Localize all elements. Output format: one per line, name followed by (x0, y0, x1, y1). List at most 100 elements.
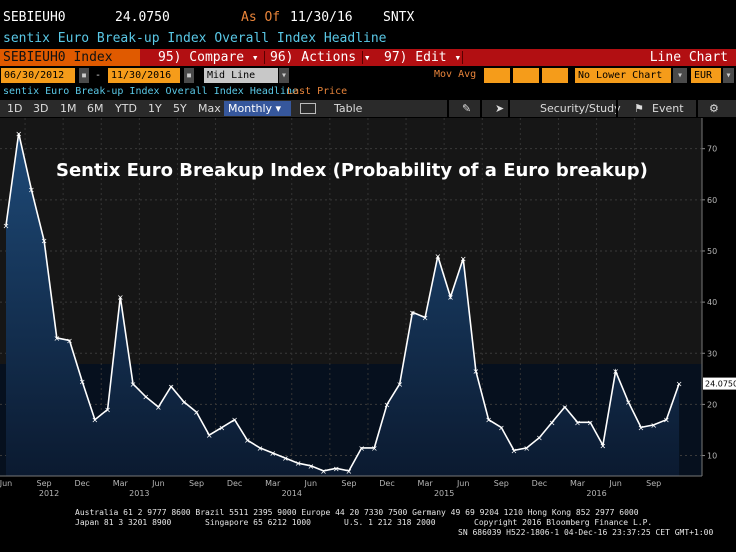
flag-icon[interactable]: ⚑ (634, 102, 644, 115)
x-month-label: Sep (37, 479, 52, 488)
period-toolbar: 1D 3D 1M 6M YTD 1Y 5Y Max Monthly ▾ Tabl… (0, 100, 736, 117)
x-axis: Jun Sep Dec Mar Jun Sep Dec Mar Jun Sep Dec Mar Jun S… (0, 475, 702, 498)
x-month-label: Sep (189, 479, 204, 488)
footer-copyright: Copyright 2016 Bloomberg Finance L.P. (474, 518, 653, 527)
range-dash: - (95, 70, 102, 81)
period-1y[interactable]: 1Y (148, 102, 162, 115)
data-point: × (142, 393, 149, 402)
price-chart[interactable]: × × × × × × × × × × × × × × × × × × × × × × × × × × × × × × × × × × × × × × × ×… (0, 118, 736, 504)
x-month-label: Jun (456, 479, 470, 488)
divider (696, 100, 698, 117)
data-point: × (396, 380, 403, 389)
data-point: × (104, 406, 111, 415)
description-bar: sentix Euro Break-up Index Overall Index… (0, 30, 736, 48)
table-button[interactable]: Table (334, 102, 363, 115)
data-point: × (257, 444, 264, 453)
chevron-down-icon[interactable]: ▾ (673, 68, 687, 83)
gear-icon[interactable]: ⚙ (709, 102, 719, 115)
security-study-button[interactable]: Security/Study (540, 102, 621, 115)
data-point: × (473, 367, 480, 376)
footer-us: U.S. 1 212 318 2000 (344, 518, 436, 527)
chart-type-label[interactable]: Line Chart (649, 50, 728, 65)
data-point: × (536, 434, 543, 443)
period-6m[interactable]: 6M (87, 102, 104, 115)
x-month-label: Mar (570, 479, 586, 488)
event-button[interactable]: Event (652, 102, 684, 115)
mov-avg-input-2[interactable] (513, 68, 539, 83)
edit-button[interactable]: 97) Edit ▾ (384, 50, 462, 65)
footer-singapore: Singapore 65 6212 1000 (205, 518, 311, 527)
chevron-down-icon[interactable]: ▾ (723, 68, 734, 83)
period-1m[interactable]: 1M (60, 102, 77, 115)
dropdown-arrow-icon: ▾ (454, 51, 462, 64)
lower-chart-select[interactable]: No Lower Chart (575, 68, 671, 83)
data-point: × (3, 221, 10, 230)
data-point: × (409, 308, 416, 317)
footer-contacts: Australia 61 2 9777 8600 Brazil 5511 239… (75, 508, 639, 517)
data-point: × (28, 186, 35, 195)
divider (462, 51, 463, 64)
header-bar: SEBIEUH0 24.0750 As Of 11/30/16 SNTX (0, 0, 736, 30)
period-1d[interactable]: 1D (7, 102, 23, 115)
x-year-label: 2012 (39, 489, 59, 498)
data-point: × (523, 444, 530, 453)
mov-avg-label: Mov Avg (434, 69, 477, 80)
line-chart-icon[interactable] (300, 103, 316, 114)
mov-avg-input-1[interactable] (484, 68, 510, 83)
pencil-icon[interactable]: ✎ (462, 102, 472, 115)
footer-japan: Japan 81 3 3201 8900 (75, 518, 172, 527)
data-point: × (587, 418, 594, 427)
compare-button[interactable]: 95) Compare ▾ (158, 50, 259, 65)
data-point: × (53, 334, 60, 343)
command-bar: SEBIEUH0 Index 95) Compare ▾ 96) Actions… (0, 49, 736, 66)
data-point: × (295, 459, 302, 468)
pointer-icon[interactable]: ➤ (495, 102, 505, 115)
actions-button[interactable]: 96) Actions ▾ (270, 50, 371, 65)
x-month-label: Sep (494, 479, 509, 488)
line-mode-select[interactable]: Mid Line (204, 68, 278, 83)
mov-avg-input-3[interactable] (542, 68, 568, 83)
data-point: × (650, 421, 657, 430)
data-point: × (180, 398, 187, 407)
x-month-label: Sep (646, 479, 661, 488)
y-tick-label: 50 (707, 247, 717, 256)
x-month-label: Mar (113, 479, 129, 488)
data-point: × (168, 383, 175, 392)
data-point: × (320, 467, 327, 476)
security-description: sentix Euro Break-up Index Overall Index… (3, 31, 387, 46)
calendar-icon[interactable]: ▪ (184, 68, 194, 83)
currency-select[interactable]: EUR (691, 68, 721, 83)
period-ytd[interactable]: YTD (115, 102, 137, 115)
x-month-label: Jun (304, 479, 318, 488)
last-value-label: 24.0750 (705, 380, 736, 389)
x-month-label: Dec (227, 479, 242, 488)
y-axis: 10 20 30 40 50 60 70 24.0750 (701, 118, 736, 476)
data-point: × (206, 431, 213, 440)
data-point: × (676, 380, 683, 389)
y-tick-label: 40 (707, 298, 717, 307)
data-point: × (219, 423, 226, 432)
chart-title: Sentix Euro Breakup Index (Probability o… (56, 160, 648, 181)
data-point: × (549, 418, 556, 427)
security-field[interactable]: SEBIEUH0 Index (0, 49, 140, 66)
data-point: × (231, 416, 238, 425)
period-3d[interactable]: 3D (33, 102, 49, 115)
data-point: × (384, 400, 391, 409)
chart-svg: × × × × × × × × × × × × × × × × × × × × × × × × × × × × × × × × × × × × × × × ×… (0, 118, 736, 498)
period-5y[interactable]: 5Y (173, 102, 187, 115)
period-max[interactable]: Max (198, 102, 221, 115)
data-point: × (638, 423, 645, 432)
data-point: × (79, 377, 86, 386)
dropdown-arrow-icon: ▾ (251, 51, 259, 64)
date-range-bar: 06/30/2012 ▪ - 11/30/2016 ▪ Mid Line ▾ M… (0, 67, 736, 84)
data-point: × (574, 418, 581, 427)
data-point: × (663, 416, 670, 425)
as-of-date: 11/30/16 (290, 10, 353, 25)
x-year-label: 2016 (586, 489, 606, 498)
frequency-select[interactable]: Monthly ▾ (224, 101, 291, 116)
chevron-down-icon[interactable]: ▾ (279, 68, 289, 83)
x-month-label: Mar (265, 479, 281, 488)
end-date-input[interactable]: 11/30/2016 (108, 68, 180, 83)
start-date-input[interactable]: 06/30/2012 (1, 68, 75, 83)
calendar-icon[interactable]: ▪ (79, 68, 89, 83)
